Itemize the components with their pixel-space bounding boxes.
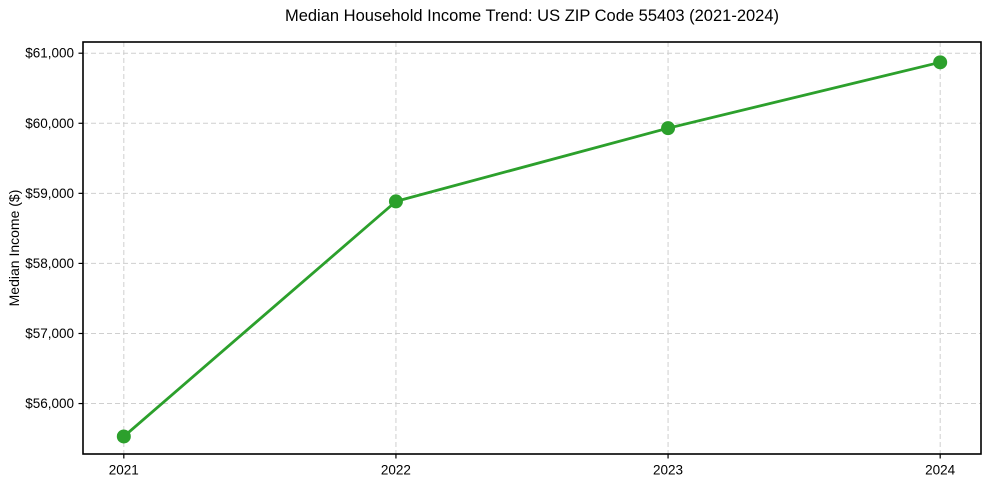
y-tick-label: $56,000 <box>25 396 74 411</box>
y-tick-label: $58,000 <box>25 256 74 271</box>
y-tick-label: $57,000 <box>25 326 74 341</box>
x-tick-label: 2022 <box>381 463 411 478</box>
y-tick-label: $61,000 <box>25 46 74 61</box>
x-tick-label: 2024 <box>925 463 956 478</box>
y-tick-label: $59,000 <box>25 186 74 201</box>
data-point <box>933 55 948 70</box>
y-tick-label: $60,000 <box>25 116 74 131</box>
x-tick-label: 2021 <box>109 463 139 478</box>
x-tick-label: 2023 <box>653 463 683 478</box>
trend-line <box>122 60 942 438</box>
data-point <box>116 429 131 444</box>
plot-border <box>82 41 982 455</box>
data-point <box>388 194 403 209</box>
chart-title: Median Household Income Trend: US ZIP Co… <box>284 7 780 25</box>
data-point <box>661 121 676 136</box>
